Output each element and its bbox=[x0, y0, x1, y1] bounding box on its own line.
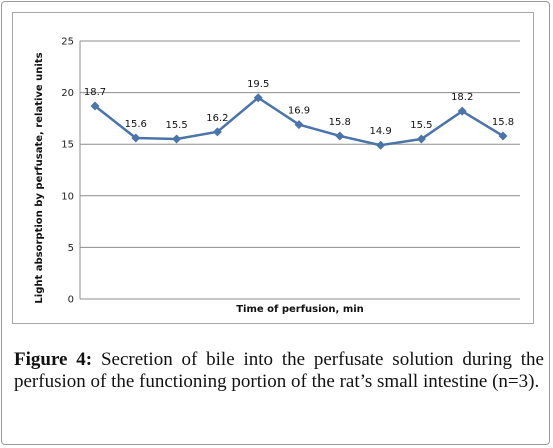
data-label: 16.2 bbox=[206, 113, 228, 124]
data-label: 19.5 bbox=[247, 79, 269, 90]
data-point bbox=[376, 140, 386, 150]
data-label: 16.9 bbox=[288, 106, 310, 117]
data-labels: 18.7 15.6 15.5 16.2 19.5 16.9 15.8 14.9 15.5 18.2… bbox=[84, 79, 514, 137]
data-point bbox=[212, 127, 222, 137]
gridlines bbox=[79, 40, 520, 300]
data-point bbox=[457, 106, 467, 116]
line-chart: 0 5 10 15 20 25 Light absorption by perfusate… bbox=[34, 37, 520, 315]
y-tick-label: 15 bbox=[61, 140, 74, 151]
y-tick-label: 10 bbox=[61, 191, 74, 202]
data-label: 15.5 bbox=[410, 120, 432, 131]
x-axis-title: Time of perfusion, min bbox=[236, 304, 364, 315]
data-point bbox=[131, 133, 141, 143]
data-point bbox=[90, 101, 100, 111]
chart-area: 0 5 10 15 20 25 Light absorption by perfusate… bbox=[12, 12, 534, 324]
data-label: 18.2 bbox=[451, 92, 473, 103]
data-point bbox=[172, 134, 182, 144]
caption-text: Secretion of bile into the perfusate sol… bbox=[14, 349, 544, 392]
data-label: 15.6 bbox=[125, 119, 147, 130]
data-points bbox=[90, 93, 508, 150]
data-label: 14.9 bbox=[369, 126, 391, 137]
y-axis-title: Light absorption by perfusate, relative … bbox=[34, 52, 45, 303]
y-tick-labels: 0 5 10 15 20 25 bbox=[61, 37, 74, 306]
caption-label: Figure 4: bbox=[14, 349, 93, 370]
data-point bbox=[416, 134, 426, 144]
y-tick-label: 0 bbox=[68, 295, 74, 306]
y-tick-label: 5 bbox=[68, 243, 74, 254]
data-point bbox=[498, 131, 508, 141]
data-label: 15.8 bbox=[492, 117, 514, 128]
data-point bbox=[294, 120, 304, 130]
data-point bbox=[253, 93, 263, 103]
data-label: 18.7 bbox=[84, 87, 106, 98]
data-label: 15.5 bbox=[165, 120, 187, 131]
y-tick-label: 25 bbox=[61, 37, 74, 48]
data-label: 15.8 bbox=[329, 117, 351, 128]
y-tick-label: 20 bbox=[61, 88, 74, 99]
figure-caption: Figure 4: Secretion of bile into the per… bbox=[14, 349, 544, 393]
data-point bbox=[335, 131, 345, 141]
